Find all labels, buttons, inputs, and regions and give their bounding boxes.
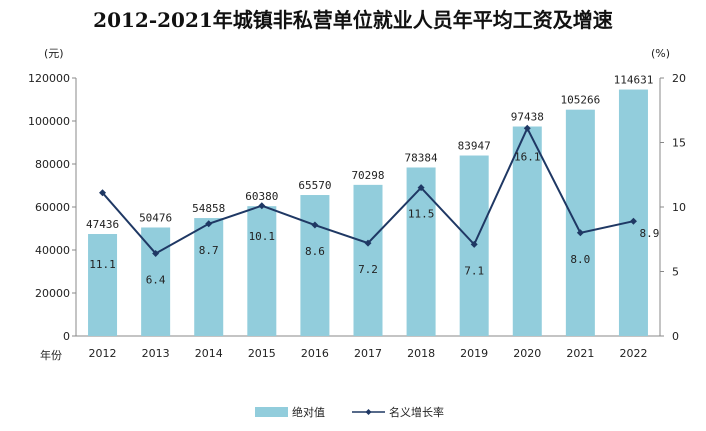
y-right-ticks: 0 5 10 15 20 bbox=[660, 72, 686, 343]
bar-value-label: 60380 bbox=[245, 190, 278, 203]
growth-rate-point bbox=[629, 217, 637, 225]
bar bbox=[141, 227, 171, 336]
growth-rate-label: 11.5 bbox=[408, 208, 435, 221]
bar bbox=[194, 218, 224, 336]
bar-value-label: 78384 bbox=[405, 151, 438, 164]
growth-rate-label: 8.0 bbox=[570, 253, 590, 266]
bar bbox=[353, 184, 383, 336]
x-tick-label: 2016 bbox=[301, 347, 329, 360]
growth-rate-label: 7.1 bbox=[464, 264, 484, 277]
bar-series bbox=[88, 89, 648, 336]
bar-labels: 47436 50476 54858 60380 65570 70298 78384 83947… bbox=[86, 74, 653, 231]
bar-value-label: 54858 bbox=[192, 202, 225, 215]
bar-value-label: 105266 bbox=[560, 94, 600, 107]
y-right-tick-label: 5 bbox=[672, 266, 679, 279]
bar-value-label: 83947 bbox=[458, 140, 491, 153]
bar-value-label: 65570 bbox=[298, 179, 331, 192]
y-left-tick-label: 80000 bbox=[35, 158, 70, 171]
x-tick-label: 2014 bbox=[195, 347, 223, 360]
y-left-tick-label: 40000 bbox=[35, 244, 70, 257]
y-left-tick-label: 120000 bbox=[28, 72, 70, 85]
legend-bar-swatch bbox=[255, 407, 288, 417]
growth-rate-label: 16.1 bbox=[514, 151, 541, 164]
growth-rate-point bbox=[152, 249, 160, 257]
bar-value-label: 114631 bbox=[614, 74, 654, 87]
y-left-tick-label: 100000 bbox=[28, 115, 70, 128]
growth-rate-point bbox=[99, 189, 107, 197]
chart-title: 2012-2021年城镇非私营单位就业人员年平均工资及增速 bbox=[93, 8, 613, 32]
growth-rate-label: 10.1 bbox=[249, 230, 276, 243]
x-tick-label: 2017 bbox=[354, 347, 382, 360]
x-tick-label: 2015 bbox=[248, 347, 276, 360]
growth-rate-label: 8.7 bbox=[199, 244, 219, 257]
bar bbox=[565, 109, 595, 336]
bar bbox=[618, 89, 648, 336]
legend: 绝对值 名义增长率 bbox=[255, 405, 444, 419]
bar-value-label: 70298 bbox=[351, 169, 384, 182]
x-tick-label: 2021 bbox=[566, 347, 594, 360]
line-series bbox=[99, 124, 637, 257]
line-labels: 11.1 6.4 8.7 10.1 8.6 7.2 11.5 7.1 16.1 8.0 8.9 bbox=[89, 151, 659, 287]
growth-rate-label: 8.9 bbox=[639, 227, 659, 240]
x-ticks: 2012 2013 2014 2015 2016 2017 2018 2019 2020 2021… bbox=[89, 347, 648, 360]
legend-bar-label: 绝对值 bbox=[292, 405, 325, 419]
growth-rate-label: 8.6 bbox=[305, 245, 325, 258]
bar-value-label: 47436 bbox=[86, 218, 119, 231]
x-tick-label: 2012 bbox=[89, 347, 117, 360]
x-axis-label: 年份 bbox=[40, 348, 62, 362]
y-right-tick-label: 10 bbox=[672, 201, 686, 214]
x-tick-label: 2018 bbox=[407, 347, 435, 360]
growth-rate-point bbox=[258, 202, 266, 210]
y-right-tick-label: 20 bbox=[672, 72, 686, 85]
legend-line-marker bbox=[365, 409, 372, 415]
x-tick-label: 2020 bbox=[513, 347, 541, 360]
growth-rate-point bbox=[417, 184, 425, 192]
y-left-tick-label: 60000 bbox=[35, 201, 70, 214]
y-right-tick-label: 15 bbox=[672, 137, 686, 150]
y-left-tick-label: 20000 bbox=[35, 287, 70, 300]
y-left-unit: (元) bbox=[44, 47, 64, 60]
legend-line-label: 名义增长率 bbox=[389, 405, 444, 419]
growth-rate-point bbox=[311, 221, 319, 229]
growth-rate-point bbox=[205, 220, 213, 228]
bar bbox=[512, 126, 542, 336]
x-tick-label: 2013 bbox=[142, 347, 170, 360]
bar-value-label: 50476 bbox=[139, 211, 172, 224]
bar bbox=[406, 167, 436, 336]
bar bbox=[88, 234, 118, 336]
growth-rate-label: 7.2 bbox=[358, 263, 378, 276]
growth-rate-label: 11.1 bbox=[89, 258, 116, 271]
y-right-unit: (%) bbox=[651, 47, 670, 60]
growth-rate-point bbox=[523, 124, 531, 132]
x-tick-label: 2022 bbox=[619, 347, 647, 360]
growth-rate-label: 6.4 bbox=[146, 273, 166, 286]
x-tick-label: 2019 bbox=[460, 347, 488, 360]
bar bbox=[247, 206, 277, 336]
growth-rate-point bbox=[470, 240, 478, 248]
y-left-ticks: 0 20000 40000 60000 80000 100000 120000 bbox=[28, 72, 76, 343]
bar bbox=[300, 195, 330, 336]
y-right-tick-label: 0 bbox=[672, 330, 679, 343]
growth-rate-point bbox=[364, 239, 372, 247]
y-left-tick-label: 0 bbox=[63, 330, 70, 343]
bar-value-label: 97438 bbox=[511, 111, 544, 124]
growth-rate-point bbox=[576, 229, 584, 237]
